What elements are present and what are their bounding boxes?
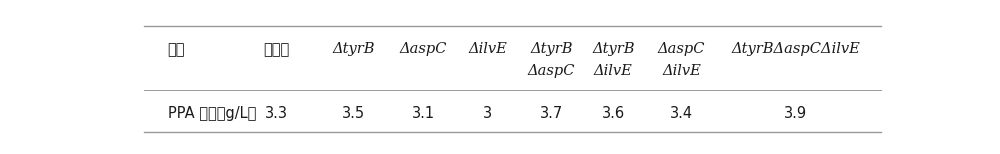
Text: ΔaspC: ΔaspC <box>658 42 705 56</box>
Text: ΔilvE: ΔilvE <box>662 64 701 78</box>
Text: 3.3: 3.3 <box>265 106 288 121</box>
Text: ΔilvE: ΔilvE <box>594 64 633 78</box>
Text: ΔtyrBΔaspCΔilvE: ΔtyrBΔaspCΔilvE <box>731 42 860 56</box>
Text: 菁株: 菁株 <box>168 42 185 57</box>
Text: 3.6: 3.6 <box>602 106 625 121</box>
Text: 3.5: 3.5 <box>342 106 365 121</box>
Text: PPA 产量（g/L）: PPA 产量（g/L） <box>168 106 256 121</box>
Text: 3.9: 3.9 <box>784 106 807 121</box>
Text: 3.4: 3.4 <box>670 106 693 121</box>
Text: 3.7: 3.7 <box>540 106 563 121</box>
Text: ΔaspC: ΔaspC <box>528 64 575 78</box>
Text: ΔtyrB: ΔtyrB <box>530 42 572 56</box>
Text: 3.1: 3.1 <box>412 106 435 121</box>
Text: 3: 3 <box>483 106 492 121</box>
Text: 野生型: 野生型 <box>263 42 289 57</box>
Text: ΔilvE: ΔilvE <box>468 42 507 56</box>
Text: ΔtyrB: ΔtyrB <box>592 42 635 56</box>
Text: ΔaspC: ΔaspC <box>400 42 447 56</box>
Text: ΔtyrB: ΔtyrB <box>332 42 375 56</box>
